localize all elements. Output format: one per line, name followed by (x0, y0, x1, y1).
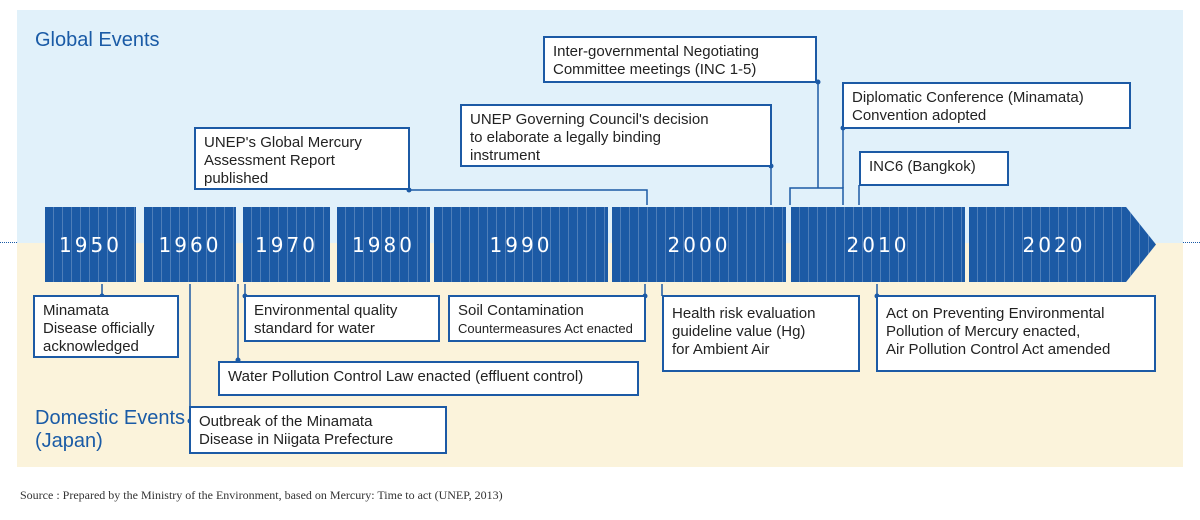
event-diplomatic-conference: Diplomatic Conference (Minamata) Convent… (842, 82, 1131, 129)
decade-segment-1980 (337, 207, 430, 282)
decade-segment-2000 (612, 207, 786, 282)
event-water-pollution-law: Water Pollution Control Law enacted (eff… (218, 361, 639, 396)
decade-label-2020: 2020 (1022, 233, 1086, 257)
decade-segment-1970 (243, 207, 330, 282)
event-soil-contamination-line2: Countermeasures Act enacted (458, 321, 633, 336)
decade-label-2010: 2010 (846, 233, 910, 257)
decade-label-1980: 1980 (352, 233, 415, 257)
connector-inc-bracket (789, 187, 844, 205)
zone-divider-left (0, 242, 17, 243)
decade-segment-1960 (144, 207, 236, 282)
domestic-events-title-line2: (Japan) (35, 430, 103, 452)
decade-label-1970: 1970 (255, 233, 318, 257)
global-events-title: Global Events (35, 29, 160, 51)
domestic-events-title-line1: Domestic Events (35, 407, 186, 429)
decade-segment-2010 (791, 207, 965, 282)
event-environmental-quality-standard: Environmental quality standard for water (244, 295, 440, 342)
decade-segment-1950 (45, 207, 136, 282)
event-soil-contamination-line1: Soil Contamination (458, 302, 584, 319)
source-note: Source : Prepared by the Ministry of the… (20, 488, 503, 502)
decade-segment-1990 (434, 207, 608, 282)
event-governing-council: UNEP Governing Council's decision to ela… (460, 104, 772, 167)
decade-label-1950: 1950 (59, 233, 122, 257)
event-niigata-outbreak: Outbreak of the Minamata Disease in Niig… (189, 406, 447, 454)
decade-label-1990: 1990 (489, 233, 553, 257)
event-minamata-acknowledged: Minamata Disease officially acknowledged (33, 295, 179, 358)
decade-label-1960: 1960 (158, 233, 222, 257)
event-inc6: INC6 (Bangkok) (859, 151, 1009, 186)
event-assessment-report: UNEP's Global Mercury Assessment Report … (194, 127, 410, 190)
event-act-preventing-pollution: Act on Preventing Environmental Pollutio… (876, 295, 1156, 372)
decade-segment-2020 (969, 207, 1156, 282)
decade-label-2000: 2000 (667, 233, 731, 257)
zone-divider-right (1183, 242, 1200, 243)
event-soil-contamination: Soil Contamination Countermeasures Act e… (448, 295, 646, 342)
event-health-risk-guideline: Health risk evaluation guideline value (… (662, 295, 860, 372)
connector-assessment (409, 189, 648, 205)
event-inc-1-5: Inter-governmental Negotiating Committee… (543, 36, 817, 83)
